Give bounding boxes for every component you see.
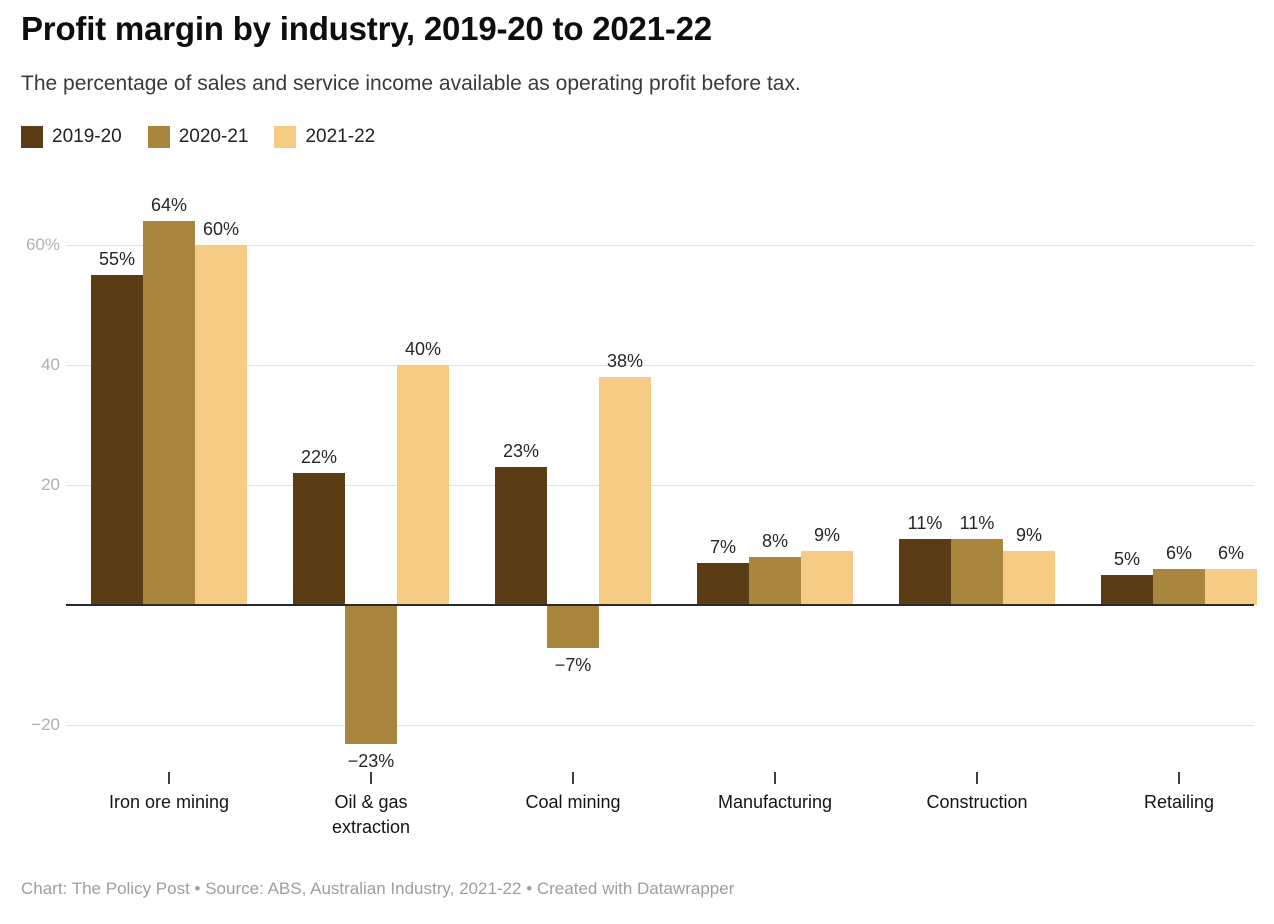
x-axis-tick: [572, 772, 574, 784]
value-label: 22%: [300, 447, 338, 467]
x-axis-tick: [1178, 772, 1180, 784]
value-label: 64%: [150, 195, 188, 215]
bar-2020-21-2: [345, 606, 397, 744]
value-label: −23%: [347, 751, 395, 771]
bar-2020-21-4: [749, 557, 801, 605]
gridline: [66, 725, 1254, 726]
chart-subtitle: The percentage of sales and service inco…: [21, 72, 801, 95]
y-axis-label: 60%: [25, 235, 60, 254]
chart-area: 60% 40 20 −20 55% 22% 23% 7% 11% 5% 64% −23% −7% 8% 11…: [0, 160, 1274, 860]
gridline: [66, 245, 1254, 246]
x-axis-label: Manufacturing: [717, 792, 833, 812]
bar-2019-20-5: [899, 539, 951, 605]
value-label: 55%: [98, 249, 136, 269]
bar-2019-20-3: [495, 467, 547, 605]
value-label: −7%: [554, 655, 592, 675]
legend-item-2019-20: 2019-20: [21, 126, 122, 148]
bar-2019-20-4: [697, 563, 749, 605]
legend-swatch-icon: [21, 126, 43, 148]
bar-2021-22-6: [1205, 569, 1257, 605]
value-label: 23%: [502, 441, 540, 461]
x-axis-label: Coal mining: [525, 792, 621, 812]
value-label: 5%: [1113, 549, 1140, 569]
bar-2021-22-2: [397, 365, 449, 605]
legend-item-2021-22: 2021-22: [274, 126, 375, 148]
value-label: 38%: [606, 351, 644, 371]
value-label: 60%: [202, 219, 240, 239]
x-axis-label: Oil & gas extraction: [331, 792, 411, 837]
legend-swatch-icon: [274, 126, 297, 148]
gridline: [66, 485, 1254, 486]
bar-2019-20-2: [293, 473, 345, 605]
bar-2021-22-4: [801, 551, 853, 605]
attribution-footer: Chart: The Policy Post • Source: ABS, Au…: [21, 879, 735, 898]
x-axis-label: Iron ore mining: [108, 792, 230, 812]
bar-2019-20-1: [91, 275, 143, 605]
value-label: 8%: [761, 531, 788, 551]
value-label: 7%: [709, 537, 736, 557]
bar-2020-21-1: [143, 221, 195, 605]
x-axis-tick: [168, 772, 170, 784]
x-axis-tick: [370, 772, 372, 784]
bar-2019-20-6: [1101, 575, 1153, 605]
value-label: 9%: [813, 525, 840, 545]
y-axis-label: 20: [41, 475, 60, 494]
x-axis-tick: [774, 772, 776, 784]
gridline: [66, 365, 1254, 366]
bar-2021-22-1: [195, 245, 247, 605]
legend-label: 2020-21: [178, 126, 249, 147]
value-label: 40%: [404, 339, 442, 359]
legend-label: 2021-22: [305, 126, 376, 147]
zero-baseline: [66, 604, 1254, 606]
bar-2020-21-3: [547, 606, 599, 648]
legend-swatch-icon: [147, 126, 170, 148]
bar-2021-22-5: [1003, 551, 1055, 605]
x-axis-label: Construction: [926, 792, 1028, 812]
y-axis-label: 40: [41, 355, 60, 374]
page-title: Profit margin by industry, 2019-20 to 20…: [21, 10, 712, 47]
x-axis-tick: [976, 772, 978, 784]
legend: 2019-20 2020-21 2021-22: [21, 126, 375, 148]
value-label: 11%: [959, 513, 995, 533]
value-label: 6%: [1165, 543, 1192, 563]
bar-2020-21-6: [1153, 569, 1205, 605]
legend-item-2020-21: 2020-21: [147, 126, 249, 148]
y-axis-label: −20: [31, 715, 60, 734]
value-label: 11%: [907, 513, 943, 533]
value-label: 9%: [1015, 525, 1042, 545]
x-axis-label: Retailing: [1143, 792, 1215, 812]
bar-2021-22-3: [599, 377, 651, 605]
legend-label: 2019-20: [52, 126, 122, 147]
value-label: 6%: [1217, 543, 1244, 563]
bar-2020-21-5: [951, 539, 1003, 605]
